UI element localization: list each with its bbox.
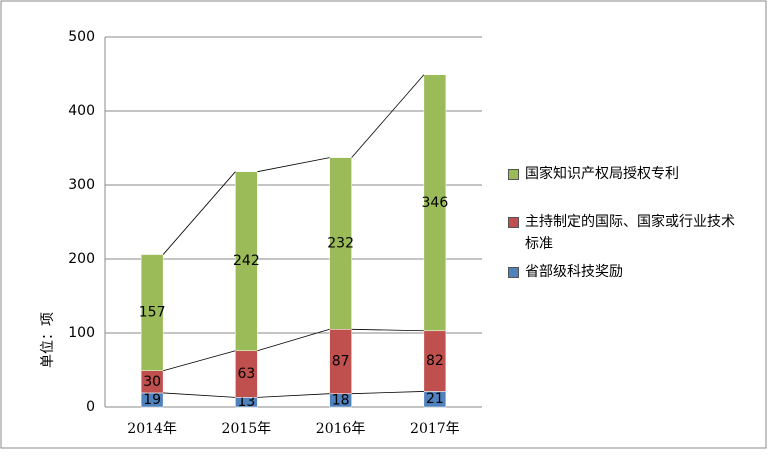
data-label: 87 <box>332 353 350 369</box>
legend-item: 国家知识产权局授权专利 <box>508 163 740 185</box>
bar-segment <box>423 74 447 332</box>
legend-swatch <box>508 169 519 180</box>
legend-label: 省部级科技奖励 <box>525 264 623 280</box>
legend-swatch <box>508 267 519 278</box>
series-line <box>351 328 424 332</box>
series-line <box>162 171 236 255</box>
y-tick-label: 0 <box>86 399 95 415</box>
series-line <box>163 392 236 398</box>
bar-segment <box>329 157 352 330</box>
data-label: 157 <box>139 305 166 321</box>
data-label: 242 <box>233 253 260 269</box>
x-tick-label: 2014年 <box>127 421 177 437</box>
series-line <box>351 391 424 395</box>
series-line <box>257 157 330 173</box>
x-tick-label: 2016年 <box>316 421 366 437</box>
y-tick-label: 200 <box>68 251 95 267</box>
legend-item: 省部级科技奖励 <box>508 261 740 283</box>
y-axis-label: 单位：项 <box>40 312 56 368</box>
frame <box>0 0 767 449</box>
series-line <box>351 74 425 158</box>
data-label: 18 <box>332 392 350 408</box>
series-line <box>257 328 330 352</box>
series-line <box>257 393 330 398</box>
data-label: 30 <box>143 374 161 390</box>
y-tick-label: 100 <box>68 325 95 341</box>
data-label: 82 <box>426 353 444 369</box>
data-label: 346 <box>422 195 449 211</box>
x-tick-label: 2017年 <box>410 421 460 437</box>
legend-item: 主持制定的国际、国家或行业技术标准 <box>508 211 740 255</box>
y-tick-label: 500 <box>68 29 95 45</box>
y-tick-label: 300 <box>68 177 95 193</box>
legend-label: 主持制定的国际、国家或行业技术标准 <box>525 214 735 252</box>
legend-label: 国家知识产权局授权专利 <box>525 166 679 182</box>
data-label: 63 <box>237 366 255 382</box>
series-line <box>163 350 236 372</box>
x-tick-label: 2015年 <box>222 421 272 437</box>
legend-swatch <box>508 217 519 228</box>
data-label: 19 <box>143 392 161 408</box>
data-label: 232 <box>327 235 354 251</box>
bar-segment <box>140 254 164 371</box>
data-label: 13 <box>237 394 255 410</box>
y-tick-label: 400 <box>68 103 95 119</box>
bar-segment <box>235 171 258 352</box>
data-label: 21 <box>426 391 444 407</box>
